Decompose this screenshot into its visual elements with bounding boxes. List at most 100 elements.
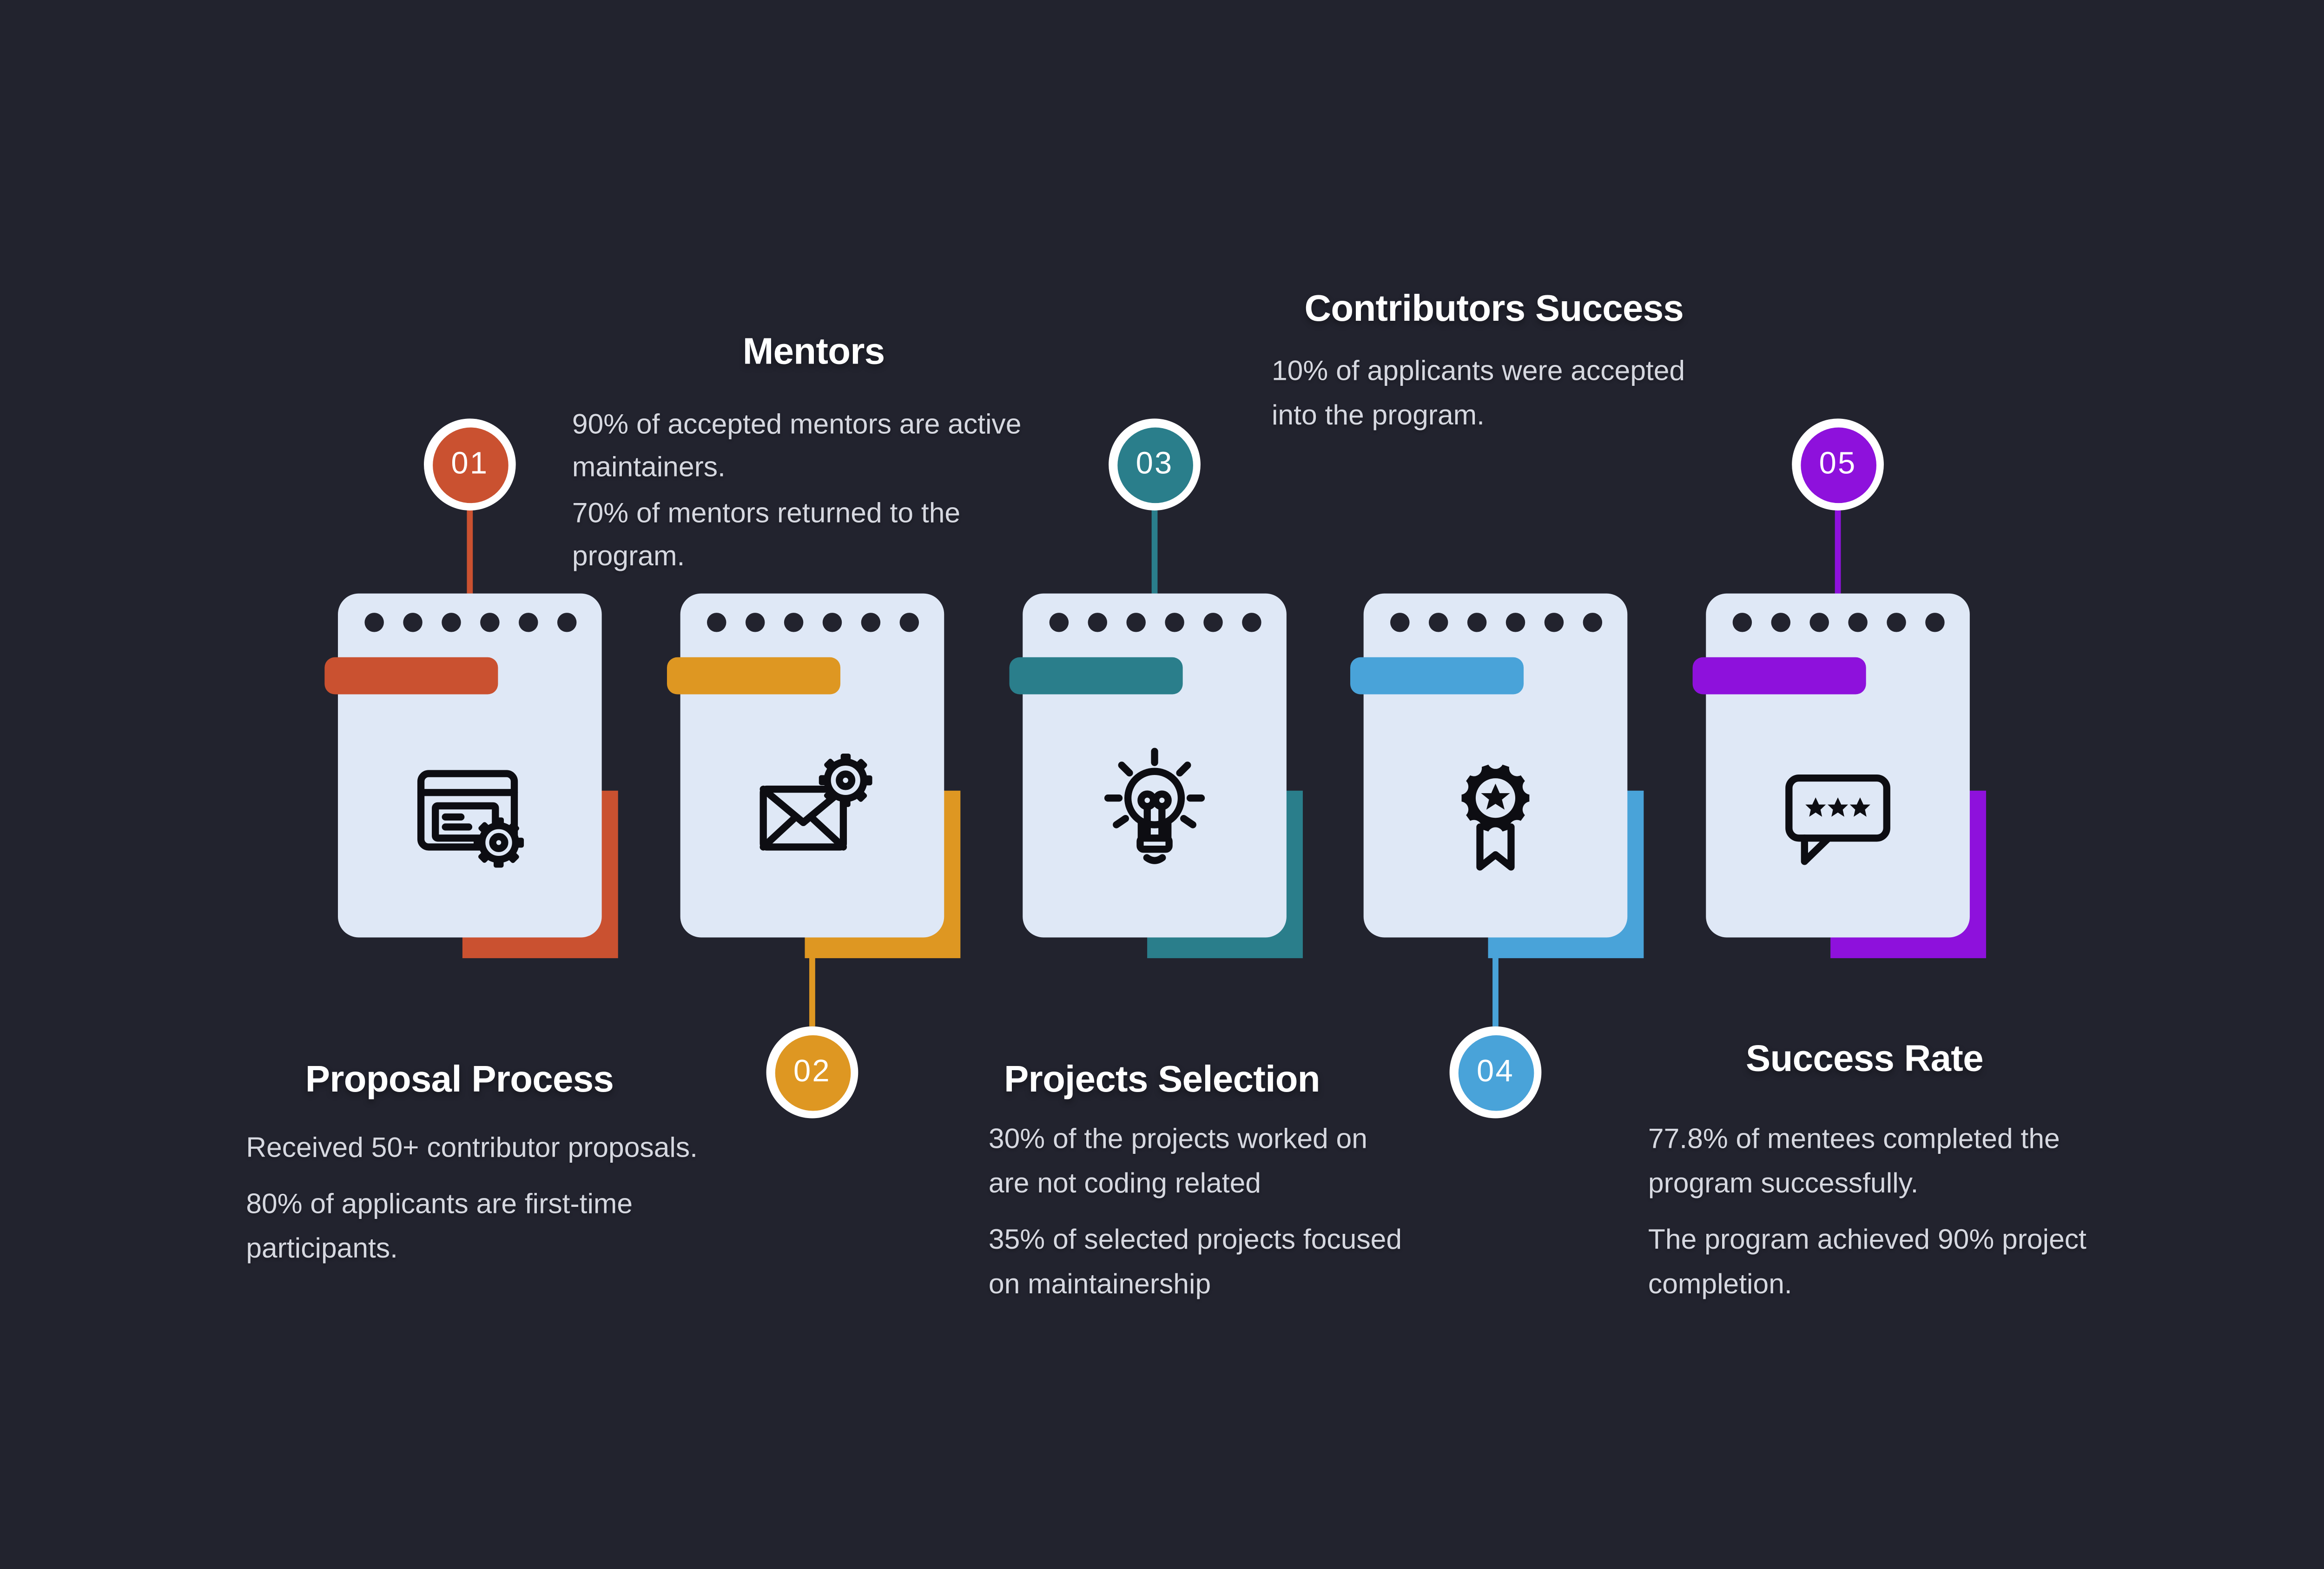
binder-holes: [680, 612, 944, 632]
note-card: [1706, 593, 1970, 937]
description-line: participants.: [246, 1233, 398, 1265]
infographic-canvas: 01 Proposal Process Received 50+ contrib…: [0, 131, 2324, 1438]
hole-dot: [363, 612, 383, 632]
hole-dot: [1732, 612, 1751, 632]
step-description: 77.8% of mentees completed the program s…: [1648, 1118, 2182, 1320]
description-line: 30% of the projects worked on: [988, 1124, 1367, 1155]
description-line: 10% of applicants were accepted: [1271, 356, 1685, 387]
connector-line: [809, 937, 815, 1026]
binder-holes: [338, 612, 602, 632]
card-tab: [1009, 657, 1183, 694]
step-description: 90% of accepted mentors are active maint…: [572, 404, 1076, 582]
note-card: [1363, 593, 1628, 937]
connector-line: [1835, 501, 1841, 594]
connector-line: [467, 501, 473, 594]
hole-dot: [860, 612, 880, 632]
description-line: program.: [572, 541, 685, 573]
description-line: The program achieved 90% project: [1648, 1225, 2086, 1256]
step-03: 03 Projects Selection 30% of the project…: [0, 131, 2324, 1438]
hole-dot: [1428, 612, 1447, 632]
description-line: on maintainership: [988, 1269, 1211, 1301]
hole-dot: [745, 612, 764, 632]
hole-dot: [1809, 612, 1829, 632]
hole-dot: [402, 612, 422, 632]
step-badge: 04: [1449, 1026, 1542, 1118]
hole-dot: [783, 612, 803, 632]
step-title: Contributors Success: [1304, 288, 1684, 330]
hole-dot: [1087, 612, 1107, 632]
hole-dot: [556, 612, 576, 632]
step-description: 10% of applicants were accepted into the…: [1272, 350, 1776, 451]
step-number: 04: [1477, 1054, 1514, 1089]
hole-dot: [1847, 612, 1867, 632]
hole-dot: [518, 612, 537, 632]
step-title: Success Rate: [1746, 1038, 1983, 1080]
description-line: are not coding related: [988, 1168, 1261, 1200]
hole-dot: [1924, 612, 1944, 632]
step-number: 02: [793, 1054, 831, 1089]
hole-dot: [1202, 612, 1222, 632]
hole-dot: [1770, 612, 1790, 632]
description-line: program successfully.: [1648, 1168, 1919, 1200]
step-number: 03: [1136, 446, 1174, 481]
mail-settings-icon: [759, 753, 872, 851]
card-tab: [1350, 657, 1524, 694]
description-line: 70% of mentors returned to the: [572, 498, 961, 530]
step-title: Mentors: [742, 331, 885, 373]
review-stars-icon: [1785, 774, 1890, 865]
hole-dot: [1389, 612, 1409, 632]
hole-dot: [1886, 612, 1906, 632]
hole-dot: [1049, 612, 1068, 632]
hole-dot: [706, 612, 726, 632]
step-description: 30% of the projects worked on are not co…: [989, 1118, 1522, 1320]
hole-dot: [479, 612, 499, 632]
description-line: 35% of selected projects focused: [988, 1225, 1402, 1256]
step-01: 01 Proposal Process Received 50+ contrib…: [0, 131, 2324, 1438]
hole-dot: [1582, 612, 1602, 632]
description-line: into the program.: [1271, 400, 1485, 432]
description-line: maintainers.: [572, 452, 726, 484]
step-number: 05: [1819, 446, 1857, 481]
card-tab: [1692, 657, 1866, 694]
hole-dot: [1164, 612, 1184, 632]
note-card: [338, 593, 602, 937]
description-line: 77.8% of mentees completed the: [1648, 1124, 2060, 1155]
step-04: 04 Contributors Success 10% of applicant…: [0, 131, 2324, 1438]
browser-settings-icon: [417, 769, 524, 867]
hole-dot: [1466, 612, 1486, 632]
connector-line: [1151, 501, 1158, 594]
binder-holes: [1706, 612, 1970, 632]
description-line: 80% of applicants are first-time: [246, 1189, 633, 1220]
description-line: completion.: [1648, 1269, 1792, 1301]
note-card: [680, 593, 944, 937]
step-title: Projects Selection: [1004, 1059, 1320, 1100]
description-line: 90% of accepted mentors are active: [572, 409, 1022, 441]
note-card: [1023, 593, 1287, 937]
hole-dot: [1241, 612, 1261, 632]
connector-line: [1492, 937, 1499, 1026]
step-number: 01: [451, 446, 489, 481]
award-badge-icon: [1461, 764, 1530, 871]
card-shadow: [805, 790, 961, 958]
step-title: Proposal Process: [305, 1059, 614, 1100]
step-badge: 05: [1792, 418, 1884, 510]
card-shadow: [1147, 790, 1303, 958]
card-shadow: [1488, 790, 1644, 958]
hole-dot: [1544, 612, 1563, 632]
step-badge: 01: [423, 418, 516, 510]
hole-dot: [1505, 612, 1525, 632]
step-badge: 02: [766, 1026, 858, 1118]
card-tab: [667, 657, 841, 694]
hole-dot: [441, 612, 461, 632]
step-description: Received 50+ contributor proposals. 80% …: [246, 1127, 809, 1284]
card-shadow: [1830, 790, 1986, 958]
binder-holes: [1023, 612, 1287, 632]
step-02: 02 Mentors 90% of accepted mentors are a…: [0, 131, 2324, 1438]
step-badge: 03: [1109, 418, 1201, 510]
idea-bulb-icon: [1104, 748, 1205, 864]
binder-holes: [1364, 612, 1628, 632]
hole-dot: [1125, 612, 1145, 632]
description-line: Received 50+ contributor proposals.: [246, 1132, 698, 1164]
hole-dot: [898, 612, 918, 632]
